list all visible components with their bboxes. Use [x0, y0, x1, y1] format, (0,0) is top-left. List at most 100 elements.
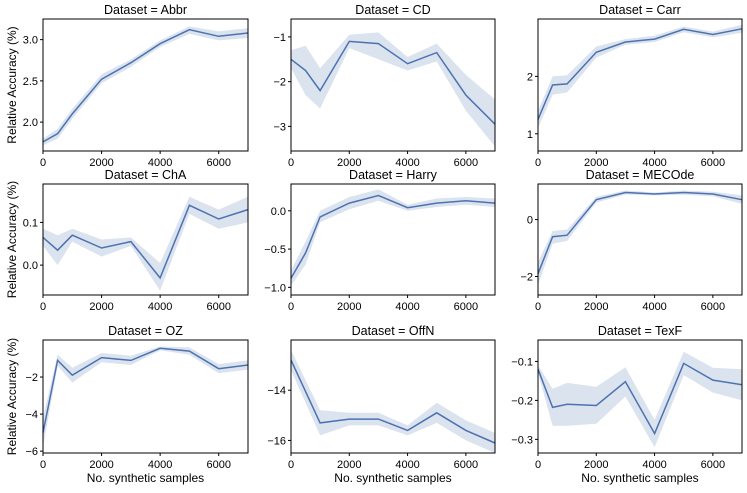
x-tick-label: 2000	[337, 459, 361, 471]
axes-frame	[290, 183, 496, 296]
x-tick-label: 6000	[454, 157, 478, 169]
x-tick-label: 6000	[206, 157, 230, 169]
x-tick-label: 2000	[584, 301, 608, 313]
axes-frame	[290, 18, 496, 152]
subplot-4: 0 2000 4000 6000 0.0 −0.5 −1.0 Dataset = Harry	[264, 168, 496, 313]
x-tick-label: 2000	[584, 157, 608, 169]
x-tick-label: 4000	[642, 301, 666, 313]
subplot-title: Dataset = TexF	[598, 324, 683, 338]
y-axis-label: Relative Accuracy (%)	[5, 338, 19, 455]
x-tick-label: 2000	[89, 157, 113, 169]
y-axis-label: Relative Accuracy (%)	[5, 181, 19, 298]
y-tick-label: −14	[267, 385, 286, 397]
confidence-band	[291, 350, 495, 453]
y-tick-label: −3	[273, 121, 286, 133]
x-tick-label: 4000	[642, 157, 666, 169]
x-axis-label: No. synthetic samples	[334, 471, 451, 485]
x-tick-label: 4000	[395, 157, 419, 169]
subplot-title: Dataset = Abbr	[104, 3, 187, 17]
subplot-7: 0 2000 4000 6000 −14 −16 Dataset = OffN No. syn…	[267, 324, 496, 485]
x-tick-label: 4000	[395, 301, 419, 313]
x-axis-label: No. synthetic samples	[581, 471, 698, 485]
x-tick-label: 0	[40, 459, 46, 471]
confidence-band	[538, 190, 742, 285]
x-tick-label: 0	[288, 157, 294, 169]
x-tick-label: 2000	[89, 459, 113, 471]
x-axis-label: No. synthetic samples	[87, 471, 204, 485]
y-tick-label: 2.0	[23, 117, 38, 129]
confidence-band	[43, 346, 248, 448]
y-tick-label: 3.0	[23, 35, 38, 47]
confidence-band	[43, 196, 248, 291]
x-tick-label: 6000	[701, 459, 725, 471]
y-tick-label: 0.1	[23, 217, 38, 229]
x-tick-label: 6000	[701, 301, 725, 313]
x-tick-label: 4000	[148, 157, 172, 169]
subplot-title: Dataset = Carr	[599, 3, 681, 17]
subplot-title: Dataset = OZ	[108, 324, 183, 338]
subplot-title: Dataset = CD	[355, 3, 430, 17]
subplot-1: 0 2000 4000 6000 −1 −2 −3 Dataset = CD	[273, 3, 496, 169]
x-tick-label: 4000	[148, 301, 172, 313]
y-tick-label: −0.5	[264, 244, 286, 256]
subplot-6: 0 2000 4000 6000 −2 −4 −6 Dataset = OZ No. synth…	[5, 324, 249, 485]
x-tick-label: 4000	[148, 459, 172, 471]
y-tick-label: 1	[527, 129, 533, 141]
x-tick-label: 0	[535, 301, 541, 313]
x-tick-label: 6000	[701, 157, 725, 169]
axes-frame	[537, 339, 743, 454]
subplot-2: 0 2000 4000 6000 1 2 Dataset = Carr	[527, 3, 743, 169]
x-tick-label: 0	[535, 459, 541, 471]
y-axis-label: Relative Accuracy (%)	[5, 26, 19, 143]
x-tick-label: 0	[288, 459, 294, 471]
y-tick-label: −0.2	[511, 395, 533, 407]
y-tick-label: −4	[25, 409, 38, 421]
x-tick-label: 0	[288, 301, 294, 313]
x-tick-label: 4000	[395, 459, 419, 471]
y-tick-label: 0.0	[23, 260, 38, 272]
x-tick-label: 2000	[337, 301, 361, 313]
x-tick-label: 6000	[206, 459, 230, 471]
subplot-3: 0 2000 4000 6000 0.0 0.1 Dataset = ChA Relative…	[5, 168, 249, 313]
x-tick-label: 2000	[89, 301, 113, 313]
x-tick-label: 6000	[454, 301, 478, 313]
x-tick-label: 2000	[337, 157, 361, 169]
subplot-title: Dataset = ChA	[105, 168, 187, 182]
axes-frame	[290, 339, 496, 454]
series-line	[290, 40, 496, 125]
subplot-title: Dataset = Harry	[349, 168, 438, 182]
confidence-band	[538, 351, 742, 448]
x-tick-label: 2000	[584, 459, 608, 471]
subplot-0: 0 2000 4000 6000 2.0 2.5 3.0 Dataset = Abbr Rela…	[5, 3, 249, 169]
y-tick-label: −2	[273, 77, 286, 89]
confidence-band	[43, 26, 248, 146]
y-tick-label: −1.0	[264, 282, 286, 294]
x-tick-label: 4000	[642, 459, 666, 471]
series-line	[537, 362, 743, 436]
y-tick-label: 2.5	[23, 76, 38, 88]
y-tick-label: −16	[267, 435, 286, 447]
confidence-band	[538, 24, 742, 129]
y-tick-label: −1	[273, 32, 286, 44]
y-tick-label: −2	[520, 272, 533, 284]
y-tick-label: −0.1	[511, 356, 533, 368]
axes-frame	[42, 18, 249, 152]
x-tick-label: 0	[535, 157, 541, 169]
subplot-title: Dataset = MECOde	[586, 168, 695, 182]
series-line	[42, 347, 249, 433]
axes-frame	[42, 339, 249, 454]
axes-frame	[537, 183, 743, 296]
subplot-title: Dataset = OffN	[352, 324, 435, 338]
y-tick-label: 2	[527, 71, 533, 83]
y-tick-label: −2	[25, 372, 38, 384]
series-line	[537, 191, 743, 274]
confidence-band	[291, 32, 495, 147]
y-tick-label: −6	[25, 446, 38, 458]
series-line	[537, 28, 743, 120]
x-tick-label: 0	[40, 301, 46, 313]
confidence-band	[291, 189, 495, 286]
series-line	[42, 28, 249, 143]
y-tick-label: 0.0	[271, 206, 286, 218]
x-tick-label: 0	[40, 157, 46, 169]
